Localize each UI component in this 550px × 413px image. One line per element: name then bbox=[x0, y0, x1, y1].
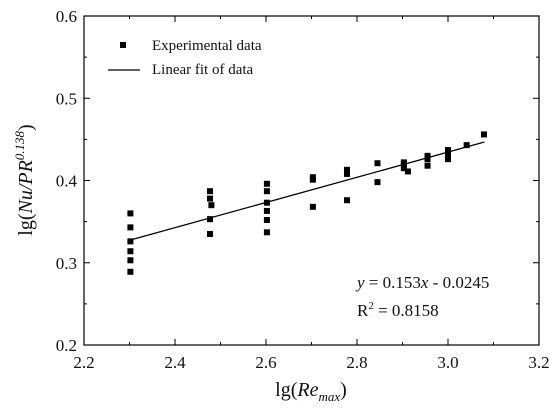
fit-layer bbox=[129, 141, 485, 241]
data-point bbox=[263, 199, 270, 206]
data-point bbox=[400, 165, 407, 172]
eq-mid: = 0.153 bbox=[365, 273, 421, 292]
data-point bbox=[127, 268, 134, 275]
data-point bbox=[127, 248, 134, 255]
r2-sup: 2 bbox=[368, 300, 374, 312]
data-point bbox=[404, 168, 411, 175]
x-tick-label: 2.6 bbox=[255, 353, 276, 372]
y-tick-label: 0.5 bbox=[56, 89, 77, 108]
data-point bbox=[343, 170, 350, 177]
data-point bbox=[263, 188, 270, 195]
y-tick-label: 0.2 bbox=[56, 336, 77, 355]
ylabel-suffix: ) bbox=[15, 124, 37, 131]
y-tick-label: 0.4 bbox=[56, 172, 78, 191]
data-point bbox=[263, 229, 270, 236]
eq-x: x bbox=[420, 273, 429, 292]
data-point bbox=[463, 142, 470, 149]
data-point bbox=[424, 162, 431, 169]
data-point bbox=[207, 230, 214, 237]
legend-label-fit: Linear fit of data bbox=[152, 62, 254, 78]
x-tick-label: 3.0 bbox=[437, 353, 458, 372]
x-axis-title: lg(Remax) bbox=[275, 379, 347, 404]
eq-y: y bbox=[355, 273, 365, 292]
xlabel-main: Re bbox=[296, 379, 318, 401]
data-point bbox=[207, 195, 214, 202]
data-point bbox=[374, 179, 381, 186]
data-point bbox=[207, 188, 214, 195]
data-point bbox=[424, 156, 431, 163]
x-tick-label: 2.4 bbox=[164, 353, 186, 372]
y-tick-label: 0.3 bbox=[56, 254, 77, 273]
xlabel-prefix: lg( bbox=[275, 379, 298, 401]
xlabel-suffix: ) bbox=[340, 379, 347, 401]
r2-r: R bbox=[357, 301, 369, 320]
y-axis-title: lg(Nu/PR0.138) bbox=[12, 124, 37, 235]
data-point bbox=[309, 174, 316, 181]
x-tick-label: 3.2 bbox=[528, 353, 549, 372]
fit-equation: y = 0.153x - 0.0245 bbox=[355, 273, 489, 292]
r-squared: R2 = 0.8158 bbox=[357, 300, 439, 320]
data-point bbox=[343, 166, 350, 173]
data-point bbox=[374, 160, 381, 167]
data-point bbox=[445, 156, 451, 163]
data-point bbox=[343, 197, 350, 204]
data-point bbox=[207, 216, 214, 223]
data-point bbox=[445, 147, 451, 154]
data-point bbox=[480, 131, 487, 138]
data-point bbox=[127, 238, 134, 245]
points-layer bbox=[127, 131, 487, 275]
data-point bbox=[127, 224, 134, 231]
x-tick-label: 2.8 bbox=[346, 353, 367, 372]
data-point bbox=[127, 257, 134, 264]
data-point bbox=[400, 159, 407, 166]
data-point bbox=[424, 152, 431, 159]
data-point bbox=[309, 203, 316, 210]
tick-group bbox=[83, 15, 540, 346]
ylabel-prefix: lg( bbox=[15, 213, 37, 236]
ylabel-sup: 0.138 bbox=[12, 130, 27, 160]
ylabel-main: Nu/PR bbox=[15, 160, 37, 214]
data-point bbox=[263, 216, 270, 223]
data-point bbox=[127, 210, 134, 217]
x-tick-label: 2.2 bbox=[73, 353, 94, 372]
legend-marker-experimental bbox=[120, 42, 126, 48]
tick-label-group: 2.2 2.4 2.6 2.8 3.0 3.2 0.2 0.3 0.4 0.5 0.6 bbox=[56, 7, 550, 372]
xlabel-sub: max bbox=[318, 389, 340, 404]
data-point bbox=[208, 202, 215, 209]
eq-rest: - 0.0245 bbox=[428, 273, 489, 292]
legend-label-experimental: Experimental data bbox=[152, 38, 262, 54]
data-point bbox=[263, 180, 270, 187]
y-tick-label: 0.6 bbox=[56, 7, 77, 26]
fit-line bbox=[129, 141, 485, 241]
data-point bbox=[263, 207, 270, 214]
legend: Experimental data Linear fit of data bbox=[108, 38, 262, 78]
r2-rest: = 0.8158 bbox=[374, 301, 439, 320]
data-point bbox=[445, 151, 451, 158]
